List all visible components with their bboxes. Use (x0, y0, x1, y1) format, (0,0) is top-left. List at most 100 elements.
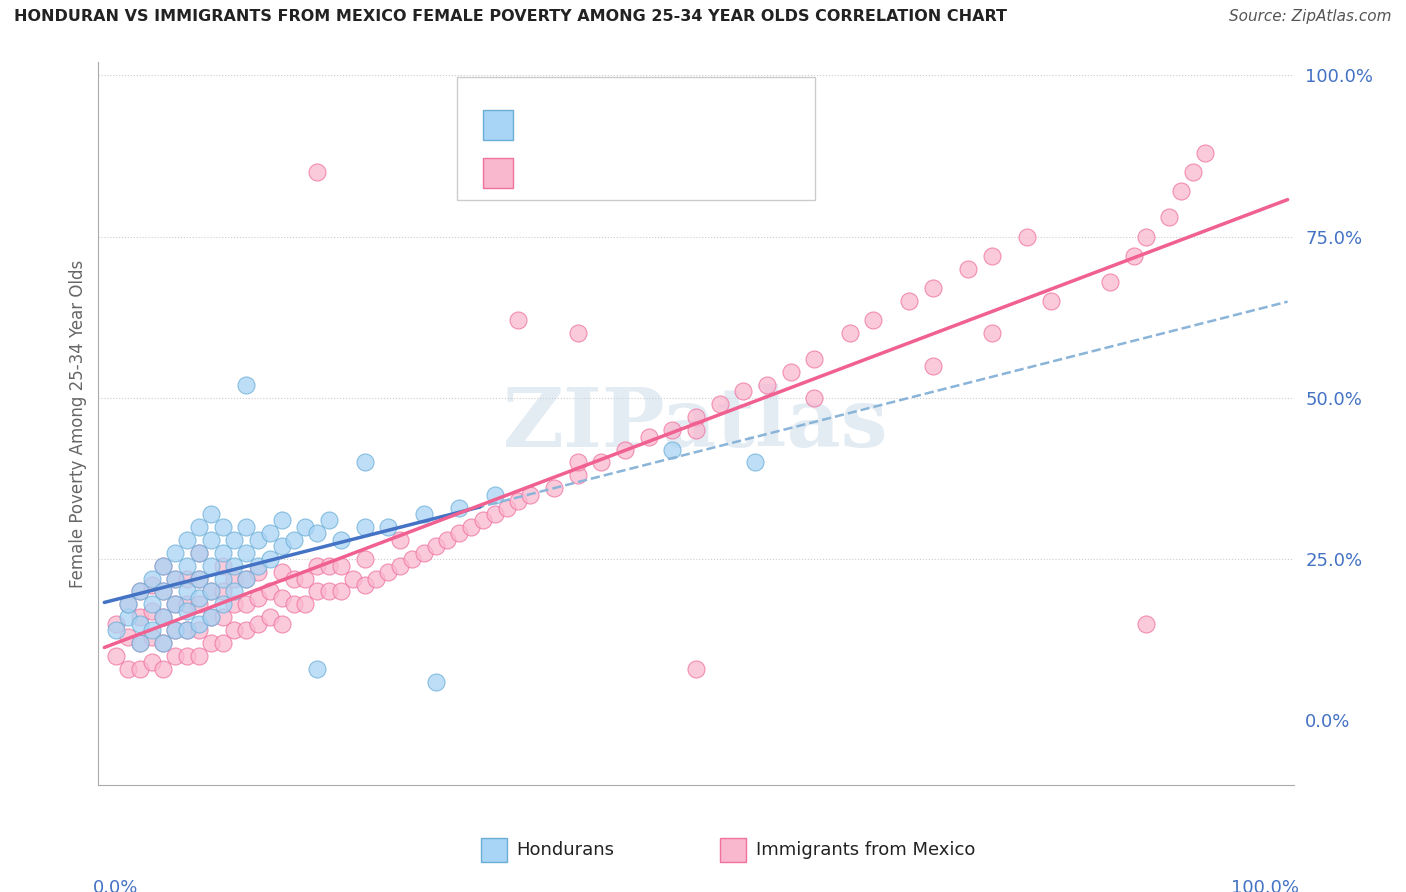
Point (235, 546, 257, 560)
Point (744, 455, 766, 469)
Point (614, 442, 637, 457)
Point (200, 610, 222, 624)
Point (318, 558, 340, 573)
Text: ZIPatlas: ZIPatlas (503, 384, 889, 464)
Point (165, 598, 187, 612)
Point (188, 648, 211, 663)
Point (235, 572, 257, 586)
Point (259, 552, 281, 566)
Point (188, 616, 211, 631)
Point (270, 616, 292, 631)
Point (165, 623, 187, 637)
Point (247, 558, 270, 573)
Point (259, 610, 281, 624)
Point (165, 572, 187, 586)
Point (188, 572, 211, 586)
Point (128, 662, 150, 676)
Point (567, 455, 589, 469)
Point (105, 648, 128, 663)
Text: 0.314: 0.314 (564, 116, 620, 135)
Point (637, 429, 659, 443)
Point (862, 313, 884, 327)
Point (128, 584, 150, 599)
Point (152, 662, 174, 676)
Point (353, 520, 375, 534)
Text: R =: R = (523, 116, 561, 135)
Point (141, 623, 163, 637)
Point (188, 623, 211, 637)
Point (294, 572, 316, 586)
Point (1135, 229, 1157, 244)
Point (224, 598, 246, 612)
Point (1159, 211, 1181, 225)
Point (141, 630, 163, 644)
Point (224, 572, 246, 586)
Point (211, 558, 233, 573)
Point (270, 591, 292, 605)
Point (449, 500, 471, 515)
Point (472, 513, 495, 527)
Point (307, 165, 329, 179)
Point (235, 623, 257, 637)
Text: 0.602: 0.602 (564, 164, 620, 182)
Point (247, 533, 270, 547)
Point (117, 598, 139, 612)
Point (176, 584, 198, 599)
Point (176, 572, 198, 586)
Point (661, 423, 683, 437)
Point (377, 565, 399, 579)
Point (330, 533, 353, 547)
Point (152, 558, 174, 573)
Point (200, 636, 222, 650)
Point (235, 598, 257, 612)
Text: 64: 64 (668, 116, 693, 135)
Point (508, 494, 530, 508)
Point (519, 488, 541, 502)
Point (1122, 249, 1144, 263)
Point (567, 468, 589, 483)
Point (484, 507, 506, 521)
Point (128, 616, 150, 631)
Point (685, 423, 707, 437)
Point (176, 623, 198, 637)
Point (567, 326, 589, 341)
Point (128, 584, 150, 599)
Point (495, 500, 517, 515)
Point (211, 610, 233, 624)
Point (247, 565, 270, 579)
Point (294, 520, 316, 534)
Point (176, 623, 198, 637)
Point (709, 397, 731, 411)
Point (152, 584, 174, 599)
Point (318, 584, 340, 599)
Point (188, 546, 211, 560)
Point (283, 598, 305, 612)
Point (1017, 229, 1039, 244)
Point (897, 294, 920, 309)
Point (141, 578, 163, 592)
Point (165, 598, 187, 612)
Point (152, 610, 174, 624)
Point (200, 533, 222, 547)
Point (117, 610, 139, 624)
Point (270, 539, 292, 553)
Point (921, 281, 943, 295)
Point (1170, 185, 1192, 199)
Point (141, 572, 163, 586)
Point (283, 533, 305, 547)
Point (141, 598, 163, 612)
Point (330, 584, 353, 599)
Text: 0.0%: 0.0% (93, 879, 138, 892)
Point (294, 598, 316, 612)
Point (105, 623, 128, 637)
FancyBboxPatch shape (484, 158, 513, 188)
Point (247, 616, 270, 631)
Point (412, 507, 434, 521)
Point (200, 584, 222, 599)
Point (307, 558, 329, 573)
Point (188, 572, 211, 586)
Point (188, 520, 211, 534)
Point (128, 610, 150, 624)
Point (980, 326, 1002, 341)
Point (211, 546, 233, 560)
